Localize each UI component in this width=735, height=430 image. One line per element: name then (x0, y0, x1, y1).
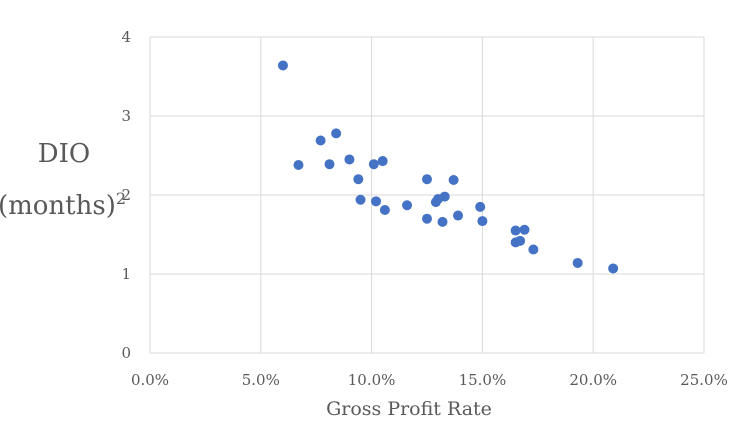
data-point (324, 159, 335, 170)
y-tick-label: 4 (121, 28, 131, 46)
data-point (439, 191, 450, 202)
data-point (277, 60, 288, 71)
x-tick-labels: 0.0% 5.0% 10.0% 15.0% 20.0% 25.0% (131, 371, 728, 389)
y-tick-labels: 0 1 2 3 4 (121, 28, 131, 362)
x-tick-label: 10.0% (348, 371, 396, 389)
y-axis-title-unit: (months) (0, 191, 116, 221)
data-point (368, 159, 379, 170)
data-point (353, 174, 364, 185)
data-point (510, 225, 521, 236)
data-point (371, 196, 382, 207)
data-point (515, 235, 526, 246)
x-tick-label: 5.0% (242, 371, 280, 389)
data-point (355, 194, 366, 205)
y-tick-label: 1 (121, 265, 131, 283)
data-point (519, 224, 530, 235)
data-point (293, 159, 304, 170)
data-point (315, 135, 326, 146)
y-tick-label: 0 (121, 344, 131, 362)
data-point (477, 216, 488, 227)
data-point (572, 257, 583, 268)
data-point (528, 244, 539, 255)
y-tick-label: 2 (121, 186, 131, 204)
data-point (377, 156, 388, 167)
gridlines (149, 36, 705, 354)
data-point (437, 216, 448, 227)
data-point (475, 201, 486, 212)
data-point (402, 200, 413, 211)
x-axis-title: Gross Profit Rate (326, 398, 492, 420)
data-points (277, 60, 619, 274)
y-axis-title-line2: (months)2 (0, 189, 126, 221)
x-tick-label: 0.0% (131, 371, 169, 389)
y-tick-label: 3 (121, 107, 131, 125)
data-point (344, 154, 355, 165)
x-tick-label: 15.0% (459, 371, 507, 389)
data-point (453, 210, 464, 221)
y-axis-title-line1: DIO (38, 139, 90, 169)
y-axis-title-superscript: 2 (116, 189, 126, 208)
data-point (331, 128, 342, 139)
data-point (422, 213, 432, 224)
data-point (422, 174, 432, 185)
data-point (379, 205, 390, 216)
data-point (608, 263, 619, 274)
x-tick-label: 25.0% (680, 371, 728, 389)
data-point (448, 174, 459, 185)
x-tick-label: 20.0% (569, 371, 617, 389)
